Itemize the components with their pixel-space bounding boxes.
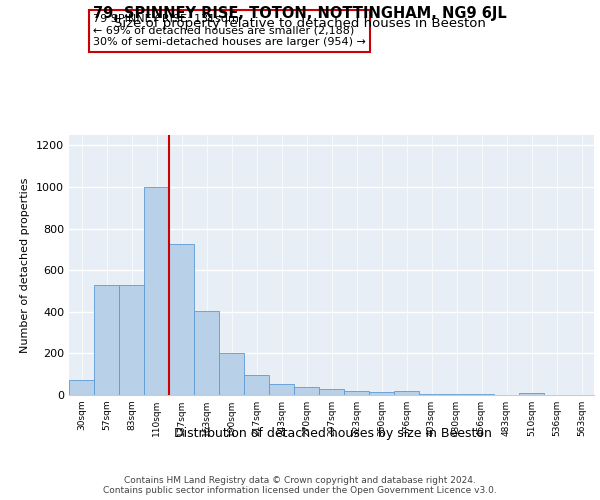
Bar <box>94 285 119 395</box>
Text: Distribution of detached houses by size in Beeston: Distribution of detached houses by size … <box>174 428 492 440</box>
Bar <box>294 387 319 395</box>
Text: Contains HM Land Registry data © Crown copyright and database right 2024.: Contains HM Land Registry data © Crown c… <box>124 476 476 485</box>
Bar <box>169 244 194 395</box>
Bar <box>469 394 494 395</box>
Bar <box>219 354 244 395</box>
Text: Size of property relative to detached houses in Beeston: Size of property relative to detached ho… <box>114 18 486 30</box>
Bar <box>444 394 469 395</box>
Bar <box>244 375 269 395</box>
Bar <box>194 311 219 395</box>
Bar <box>319 389 344 395</box>
Text: 79, SPINNEY RISE, TOTON, NOTTINGHAM, NG9 6JL: 79, SPINNEY RISE, TOTON, NOTTINGHAM, NG9… <box>93 6 507 21</box>
Text: Contains public sector information licensed under the Open Government Licence v3: Contains public sector information licen… <box>103 486 497 495</box>
Bar <box>419 394 444 395</box>
Y-axis label: Number of detached properties: Number of detached properties <box>20 178 31 352</box>
Bar <box>269 384 294 395</box>
Bar <box>369 392 394 395</box>
Text: 79 SPINNEY RISE: 131sqm
← 69% of detached houses are smaller (2,188)
30% of semi: 79 SPINNEY RISE: 131sqm ← 69% of detache… <box>93 14 366 47</box>
Bar <box>69 380 94 395</box>
Bar <box>344 392 369 395</box>
Bar <box>519 394 544 395</box>
Bar <box>394 391 419 395</box>
Bar <box>119 285 144 395</box>
Bar <box>144 187 169 395</box>
